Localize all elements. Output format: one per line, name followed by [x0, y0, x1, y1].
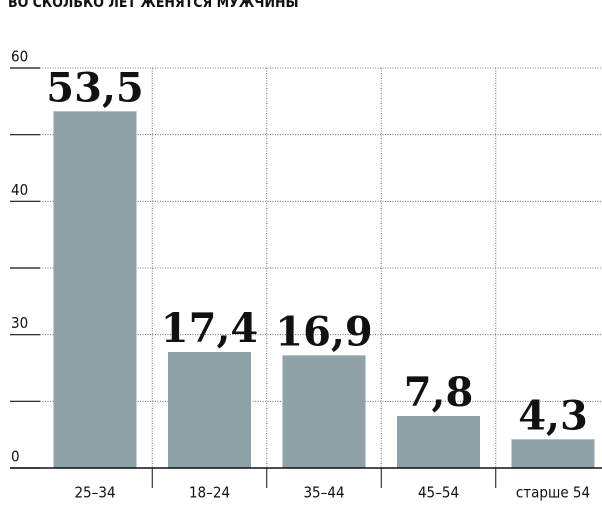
y-tick-label: 30 [11, 314, 28, 332]
bar [511, 439, 595, 468]
x-tick-label: 25–34 [74, 484, 115, 502]
value-label: 7,8 [404, 369, 474, 416]
y-tick-label: 0 [11, 448, 20, 466]
bar [397, 416, 480, 468]
x-tick-label: 35–44 [303, 484, 344, 502]
value-label: 16,9 [275, 308, 372, 355]
chart-title: ВО СКОЛЬКО ЛЕТ ЖЕНЯТСЯ МУЖЧИНЫ [8, 0, 299, 11]
y-tick-label: 40 [11, 181, 28, 199]
bar [53, 111, 137, 468]
x-tick-label: 18–24 [189, 484, 230, 502]
y-tick-label: 60 [11, 48, 28, 66]
bar [168, 352, 251, 468]
value-label: 17,4 [161, 305, 258, 352]
bar [282, 355, 366, 468]
x-tick-label: 45–54 [418, 484, 459, 502]
x-tick-label: старше 54 [516, 484, 590, 502]
value-label: 53,5 [46, 64, 143, 111]
value-label: 4,3 [518, 392, 588, 439]
